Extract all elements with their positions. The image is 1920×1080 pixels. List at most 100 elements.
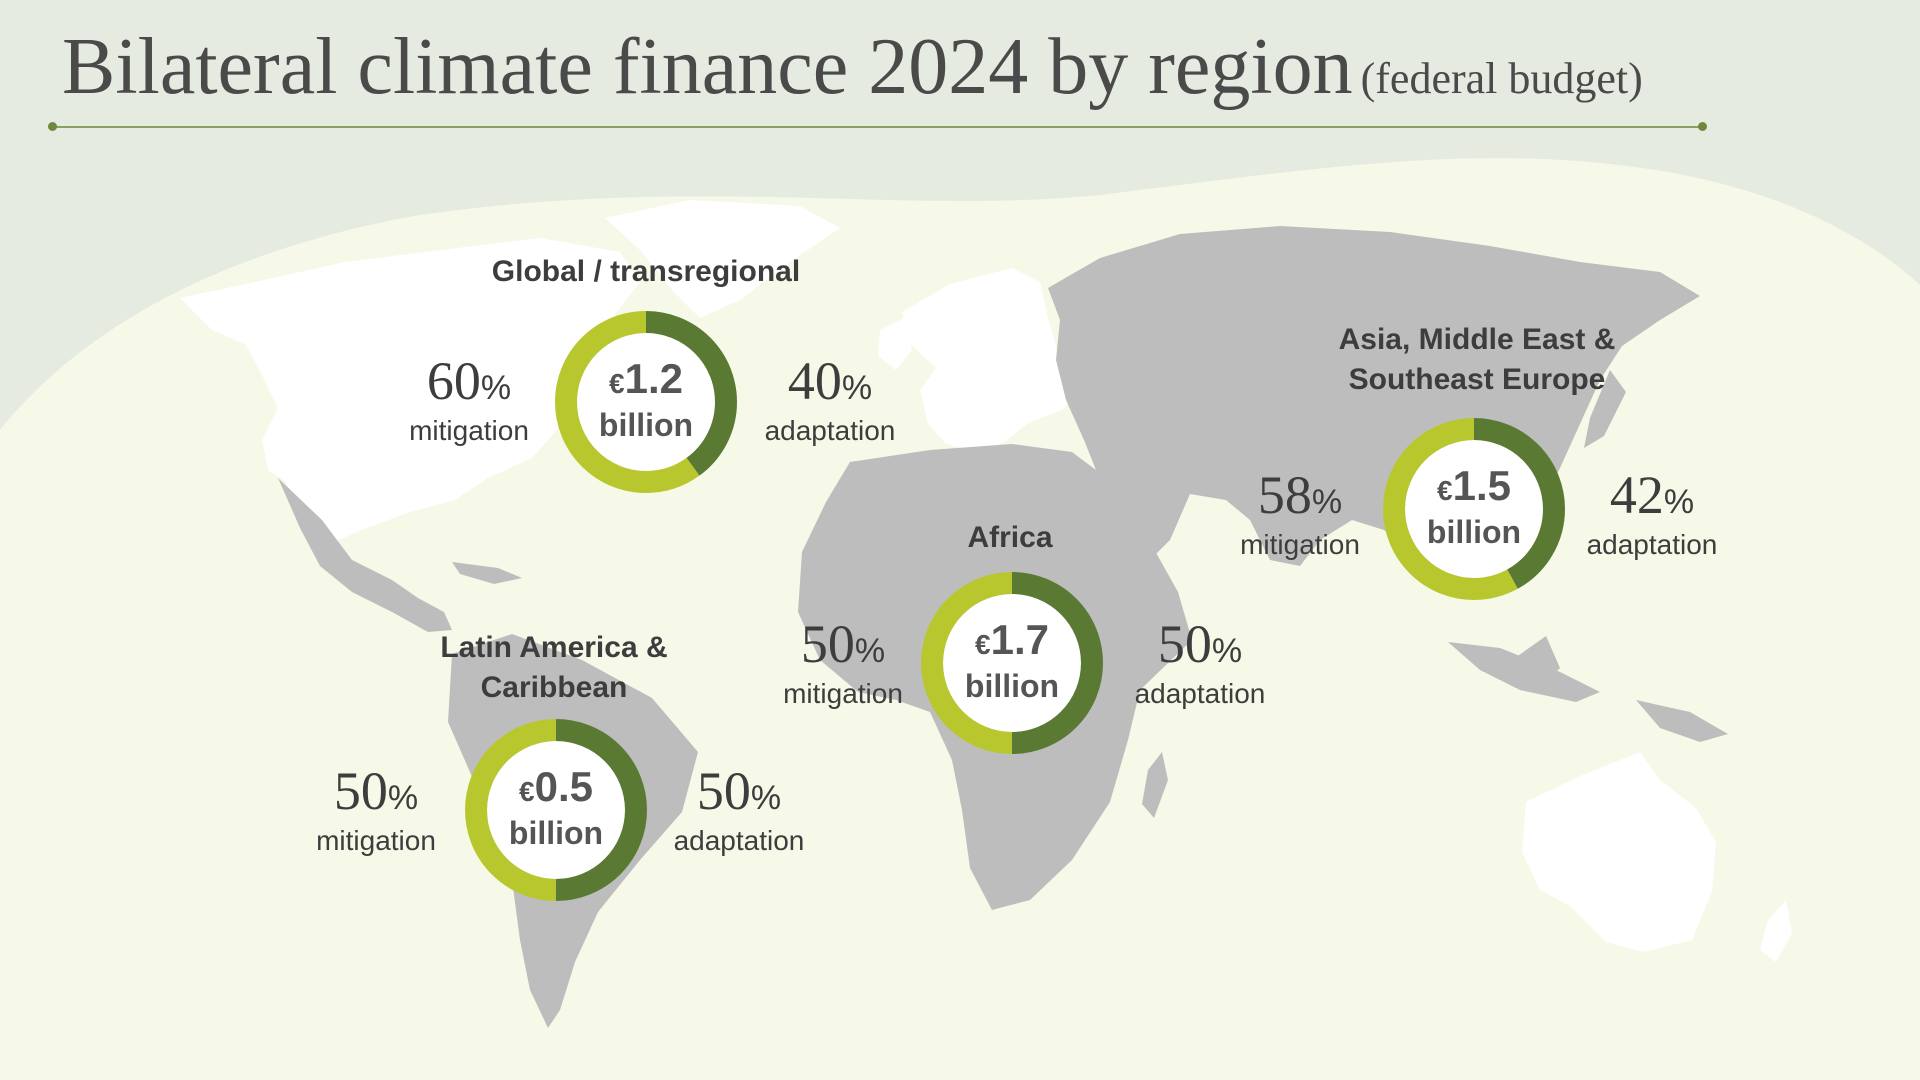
donut-center	[943, 594, 1081, 732]
mitigation-segment	[555, 311, 737, 493]
land-australia	[1522, 752, 1716, 952]
adaptation-label: adaptation	[673, 825, 805, 856]
mitigation-percent-value: 60	[426, 351, 481, 411]
region-name-line: Global / transregional	[491, 255, 801, 288]
mitigation-share-global: 60% mitigation	[379, 352, 559, 447]
amount-value: 1.2	[624, 355, 683, 402]
mitigation-label: mitigation	[409, 415, 529, 446]
mitigation-percent: 60%	[379, 352, 559, 417]
donut-ring	[555, 311, 737, 493]
mitigation-percent: 58%	[1210, 466, 1390, 531]
adaptation-share-asia: 42% adaptation	[1562, 466, 1742, 561]
amount-value: 0.5	[534, 763, 593, 810]
amount-unit: billion	[508, 815, 604, 851]
mitigation-percent-value: 50	[333, 761, 388, 821]
currency-symbol: €	[975, 629, 991, 660]
title-divider	[52, 126, 1702, 128]
donut-center	[1405, 440, 1543, 578]
donut-center	[487, 741, 625, 879]
land-caribbean	[452, 562, 522, 584]
percent-sign: %	[1211, 632, 1243, 670]
adaptation-share-global: 40% adaptation	[740, 352, 920, 447]
donut-ring	[921, 572, 1103, 754]
percent-sign: %	[854, 632, 886, 670]
adaptation-percent-value: 42	[1609, 465, 1664, 525]
amount-value: 1.7	[990, 616, 1049, 663]
adaptation-percent-value: 50	[1157, 614, 1212, 674]
donut-amount: €1.7	[921, 616, 1103, 664]
mitigation-label: mitigation	[1240, 529, 1360, 560]
mitigation-label: mitigation	[783, 678, 903, 709]
adaptation-percent: 50%	[1110, 615, 1290, 680]
title-subtitle: (federal budget)	[1360, 54, 1643, 103]
percent-sign: %	[1663, 483, 1695, 521]
percent-sign: %	[480, 369, 512, 407]
region-name-line: Southeast Europe	[1348, 363, 1606, 396]
land-europe	[902, 268, 1082, 452]
amount-unit: billion	[964, 668, 1060, 704]
donut-ring	[1383, 418, 1565, 600]
land-uk	[878, 318, 912, 370]
currency-symbol: €	[609, 368, 625, 399]
amount-unit: billion	[1426, 514, 1522, 550]
land-new-guinea	[1636, 700, 1728, 742]
donut-latin-america: €0.5 billion	[465, 719, 647, 901]
mitigation-share-asia: 58% mitigation	[1210, 466, 1390, 561]
mitigation-segment	[465, 719, 647, 901]
land-north-america	[180, 238, 640, 548]
region-label-global: Global / transregional	[346, 252, 946, 292]
currency-symbol: €	[519, 776, 535, 807]
divider-end-dot-right	[1698, 122, 1707, 131]
mitigation-share-africa: 50% mitigation	[753, 615, 933, 710]
land-madagascar	[1142, 752, 1168, 818]
adaptation-percent-value: 50	[696, 761, 751, 821]
mitigation-percent: 50%	[753, 615, 933, 680]
adaptation-label: adaptation	[1586, 529, 1718, 560]
mitigation-percent: 50%	[286, 762, 466, 827]
adaptation-share-latin-america: 50% adaptation	[649, 762, 829, 857]
mitigation-segment	[1383, 418, 1565, 600]
donut-center	[577, 333, 715, 471]
mitigation-share-latin-america: 50% mitigation	[286, 762, 466, 857]
land-japan	[1584, 370, 1626, 448]
adaptation-percent: 50%	[649, 762, 829, 827]
donut-amount: €1.2	[555, 355, 737, 403]
donut-ring	[465, 719, 647, 901]
region-name-line: Caribbean	[480, 671, 628, 704]
land-new-zealand	[1760, 900, 1792, 962]
mitigation-percent-value: 58	[1257, 465, 1312, 525]
title-main: Bilateral climate finance 2024 by region	[62, 23, 1353, 111]
region-name-line: Latin America &	[440, 631, 668, 664]
donut-amount: €1.5	[1383, 462, 1565, 510]
percent-sign: %	[1311, 483, 1343, 521]
region-name-line: Asia, Middle East &	[1338, 323, 1616, 356]
percent-sign: %	[750, 779, 782, 817]
adaptation-label: adaptation	[764, 415, 896, 446]
adaptation-percent: 42%	[1562, 466, 1742, 531]
donut-global: €1.2 billion	[555, 311, 737, 493]
region-label-asia: Asia, Middle East & Southeast Europe	[1177, 320, 1777, 400]
percent-sign: %	[387, 779, 419, 817]
chart-title: Bilateral climate finance 2024 by region…	[62, 22, 1643, 113]
amount-unit: billion	[598, 407, 694, 443]
donut-africa: €1.7 billion	[921, 572, 1103, 754]
region-label-latin-america: Latin America & Caribbean	[254, 628, 854, 708]
adaptation-share-africa: 50% adaptation	[1110, 615, 1290, 710]
donut-asia: €1.5 billion	[1383, 418, 1565, 600]
donut-amount: €0.5	[465, 763, 647, 811]
amount-value: 1.5	[1452, 462, 1511, 509]
percent-sign: %	[841, 369, 873, 407]
mitigation-segment	[921, 572, 1103, 754]
adaptation-percent-value: 40	[787, 351, 842, 411]
land-greenland	[605, 200, 840, 318]
mitigation-percent-value: 50	[800, 614, 855, 674]
region-label-africa: Africa	[710, 518, 1310, 558]
land-borneo	[1512, 636, 1560, 692]
adaptation-label: adaptation	[1134, 678, 1266, 709]
currency-symbol: €	[1437, 475, 1453, 506]
land-central-america	[278, 478, 452, 632]
region-name-line: Africa	[967, 521, 1053, 554]
divider-end-dot-left	[48, 122, 57, 131]
adaptation-percent: 40%	[740, 352, 920, 417]
mitigation-label: mitigation	[316, 825, 436, 856]
